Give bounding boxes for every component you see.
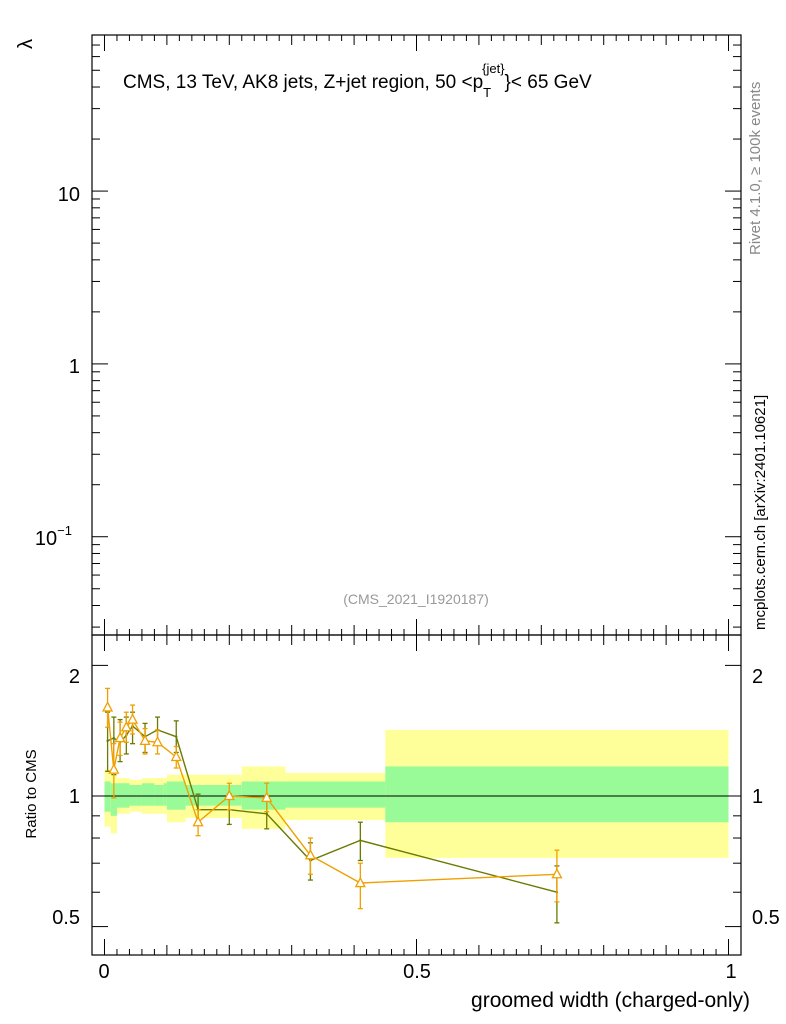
main-panel-frame [91,34,742,636]
rivet-version-label: Rivet 4.1.0, ≥ 100k events [747,82,764,255]
series-1-point-12 [354,876,366,888]
main-ytick-label-1: 1 [69,356,80,378]
series-1-point-5 [139,734,151,745]
ratio-ytick-label-2-left: 2 [69,666,80,688]
series-1-point-2 [114,731,126,743]
chart-title: CMS, 13 TeV, AK8 jets, Z+jet region, 50 … [123,61,592,100]
xtick-label-0: 0 [98,961,109,983]
band-inner-0 [104,781,111,812]
main-ytick-label-10: 10 [58,184,80,206]
axis-ticks [92,34,741,955]
series-1-point-1 [108,763,120,774]
series-1-point-13 [551,867,563,879]
ratio-ytick-label-0.5-left: 0.5 [52,907,80,929]
series-0-point-7 [175,735,178,738]
main-y-axis-label: λ [15,39,37,49]
chart-title-sub: T [483,85,491,100]
series-1-point-7 [170,750,182,762]
series-1-point-10 [261,791,273,803]
main-ytick-label-0.1-exp: −1 [57,523,72,538]
xtick-label-1: 1 [725,961,736,983]
main-ytick-label-0.1-base: 10 [35,528,57,550]
series-1-point-8 [192,815,204,827]
ratio-ytick-label-1-left: 1 [69,786,80,808]
series-0-point-12 [359,839,362,842]
series-0-point-1 [112,736,116,740]
series-0-point-0 [106,739,109,743]
band-inner-1 [110,783,117,816]
series-1-point-11 [304,848,316,860]
ratio-series-group [102,687,563,924]
band-inner-11 [385,766,729,823]
band-inner-8 [185,785,242,806]
series-1-point-6 [151,735,164,747]
band-inner-2 [116,783,130,808]
xtick-label-0.5: 0.5 [403,961,431,983]
chart-title-prefix: CMS, 13 TeV, AK8 jets, Z+jet region, 50 … [123,72,483,93]
band-inner-6 [163,783,167,806]
ratio-ytick-label-0.5-right: 0.5 [752,907,780,929]
series-0-point-10 [265,812,268,815]
main-ytick-label-0.1: 10−1 [35,523,72,550]
analysis-label: (CMS_2021_I1920187) [343,591,489,607]
chart-title-suffix: }< 65 GeV [505,72,592,93]
ratio-ytick-label-2-right: 2 [752,666,763,688]
series-1-point-0 [102,701,114,712]
band-inner-3 [129,785,142,806]
ratio-ytick-label-1-right: 1 [752,786,763,808]
mcplots-label: mcplots.cern.ch [arXiv:2401.10621] [752,395,769,630]
series-1-point-3 [120,720,132,732]
series-1 [102,687,563,910]
series-1-point-4 [126,713,139,724]
chart-title-sup: {jet} [482,61,505,76]
band-inner-5 [154,785,164,806]
series-1-point-9 [223,789,235,801]
band-inner-10 [285,781,386,808]
x-axis-label: groomed width (charged-only) [471,989,750,1012]
band-inner-4 [141,783,155,806]
ratio-y-axis-label: Ratio to CMS [23,749,40,838]
